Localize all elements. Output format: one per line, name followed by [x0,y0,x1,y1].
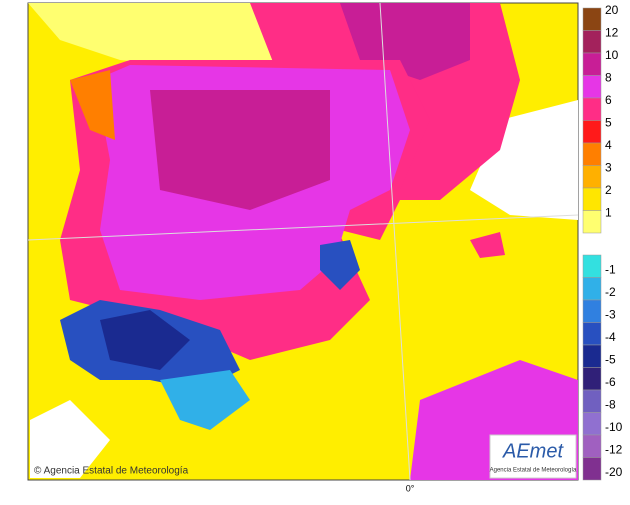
legend-swatch [582,142,602,166]
legend-swatch [582,210,602,234]
legend-swatch [582,299,602,323]
legend-swatch [582,97,602,121]
logo-name: AEmet [502,440,564,462]
legend-label: -12 [605,442,623,456]
legend-swatch [582,434,602,458]
legend-label: 1 [605,206,612,220]
legend-label: -3 [605,307,616,321]
legend-swatch [582,344,602,368]
legend-label: -10 [605,420,623,434]
legend-label: -2 [605,285,616,299]
legend-label: 12 [605,26,619,40]
map: 0° © Agencia Estatal de Meteorología [27,2,579,493]
legend-label: -20 [605,465,623,479]
legend-swatch [582,52,602,76]
legend-label: 6 [605,93,612,107]
legend-label: -6 [605,375,616,389]
logo: AEmet Agencia Estatal de Meteorología [489,434,577,479]
legend-swatch [582,120,602,144]
legend-label: -8 [605,397,616,411]
legend-label: 8 [605,71,612,85]
legend-swatch [582,187,602,211]
legend-label: 5 [605,116,612,130]
legend-label: 2 [605,183,612,197]
legend-swatch [582,165,602,189]
legend-swatch [582,389,602,413]
legend-label: -1 [605,262,616,276]
meridian-label: 0° [406,483,415,493]
legend-swatch [582,7,602,31]
logo-subtitle: Agencia Estatal de Meteorología [490,468,577,474]
copyright: © Agencia Estatal de Meteorología [34,466,189,477]
legend-swatch [582,322,602,346]
legend-label: 10 [605,48,619,62]
legend-label: -5 [605,352,616,366]
legend-label: 4 [605,138,612,152]
legend-label: -4 [605,330,616,344]
legend-swatch [582,254,602,278]
legend-swatch [582,457,602,481]
legend-label: 20 [605,3,619,17]
legend-swatch [582,277,602,301]
legend: 20 12 10 8 6 5 4 3 2 1 -1 -2 -3 -4 -5 -6 -8 -10 -12 -20 [582,3,623,481]
legend-swatch [582,75,602,99]
legend-swatch [582,367,602,391]
legend-swatch [582,412,602,436]
legend-label: 3 [605,161,612,175]
legend-swatch [582,30,602,54]
